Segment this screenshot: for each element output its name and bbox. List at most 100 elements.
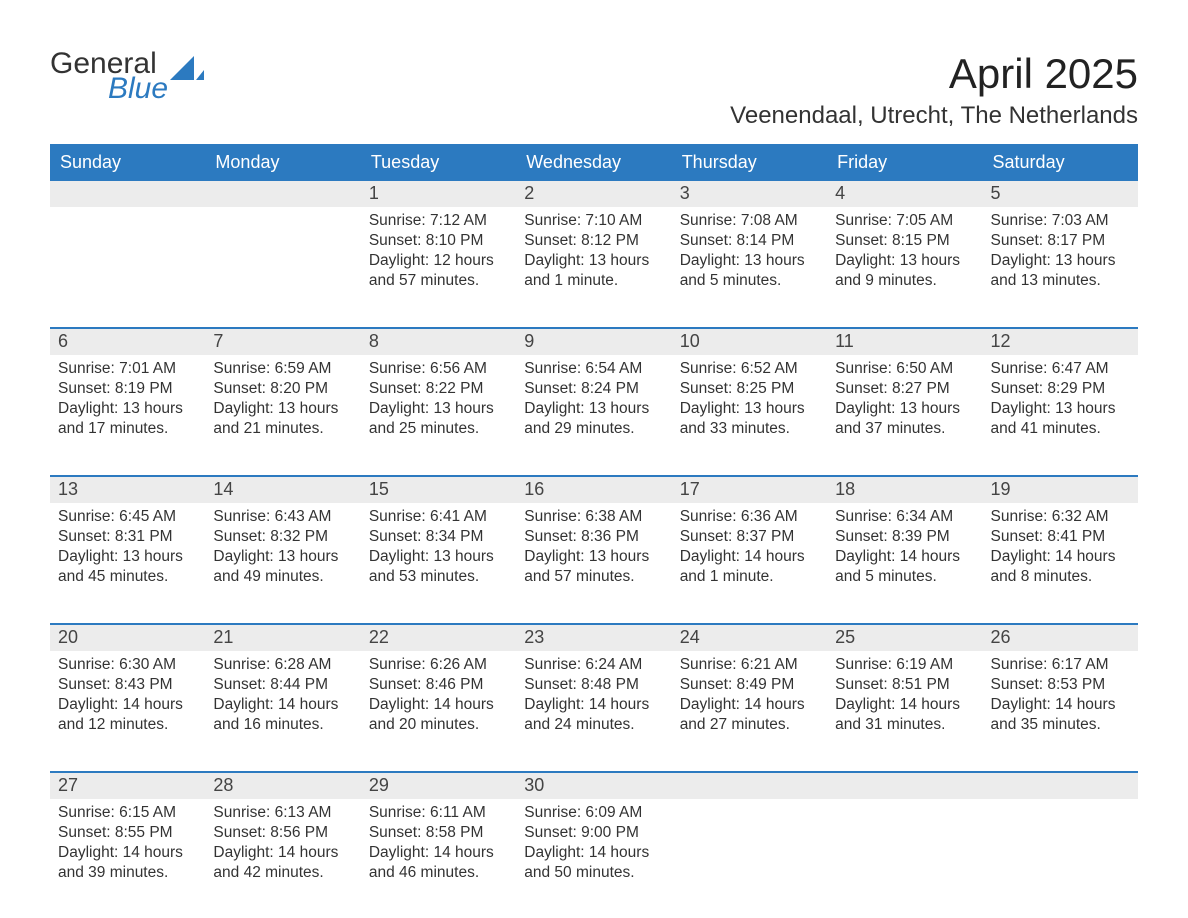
logo: General Blue (50, 50, 204, 103)
cell-daylight1: Daylight: 14 hours (991, 547, 1130, 567)
cell-sunset: Sunset: 8:20 PM (213, 379, 352, 399)
cell-sunrise: Sunrise: 6:43 AM (213, 507, 352, 527)
cell-daylight2: and 25 minutes. (369, 419, 508, 439)
cell-body: Sunrise: 7:05 AMSunset: 8:15 PMDaylight:… (827, 207, 982, 307)
cell-daylight2: and 1 minute. (524, 271, 663, 291)
cell-daylight1: Daylight: 14 hours (835, 547, 974, 567)
cell-sunrise: Sunrise: 6:21 AM (680, 655, 819, 675)
cell-date: 28 (205, 773, 360, 799)
location-subtitle: Veenendaal, Utrecht, The Netherlands (730, 102, 1138, 130)
cell-daylight1: Daylight: 14 hours (524, 695, 663, 715)
cell-sunrise: Sunrise: 6:15 AM (58, 803, 197, 823)
cell-body: Sunrise: 6:13 AMSunset: 8:56 PMDaylight:… (205, 799, 360, 899)
cell-date: 3 (672, 181, 827, 207)
dayhead-thursday: Thursday (672, 144, 827, 181)
cell-daylight1: Daylight: 13 hours (524, 547, 663, 567)
cell-sunset: Sunset: 8:32 PM (213, 527, 352, 547)
cell-daylight1: Daylight: 14 hours (369, 695, 508, 715)
cell-daylight2: and 24 minutes. (524, 715, 663, 735)
cell-date: 25 (827, 625, 982, 651)
calendar-cell: 17Sunrise: 6:36 AMSunset: 8:37 PMDayligh… (672, 477, 827, 603)
cell-daylight1: Daylight: 14 hours (369, 843, 508, 863)
cell-body: Sunrise: 7:08 AMSunset: 8:14 PMDaylight:… (672, 207, 827, 307)
cell-body: Sunrise: 6:50 AMSunset: 8:27 PMDaylight:… (827, 355, 982, 455)
calendar-cell: 26Sunrise: 6:17 AMSunset: 8:53 PMDayligh… (983, 625, 1138, 751)
cell-daylight1: Daylight: 14 hours (213, 695, 352, 715)
cell-sunset: Sunset: 8:43 PM (58, 675, 197, 695)
calendar-cell: 18Sunrise: 6:34 AMSunset: 8:39 PMDayligh… (827, 477, 982, 603)
cell-sunrise: Sunrise: 6:32 AM (991, 507, 1130, 527)
cell-sunrise: Sunrise: 6:56 AM (369, 359, 508, 379)
cell-daylight1: Daylight: 13 hours (213, 399, 352, 419)
cell-body: Sunrise: 6:36 AMSunset: 8:37 PMDaylight:… (672, 503, 827, 603)
cell-date: 10 (672, 329, 827, 355)
cell-daylight2: and 21 minutes. (213, 419, 352, 439)
cell-body: Sunrise: 6:54 AMSunset: 8:24 PMDaylight:… (516, 355, 671, 455)
cell-daylight2: and 12 minutes. (58, 715, 197, 735)
cell-date: 4 (827, 181, 982, 207)
week-row: 27Sunrise: 6:15 AMSunset: 8:55 PMDayligh… (50, 771, 1138, 899)
cell-daylight1: Daylight: 14 hours (835, 695, 974, 715)
cell-sunset: Sunset: 8:44 PM (213, 675, 352, 695)
cell-sunset: Sunset: 8:55 PM (58, 823, 197, 843)
month-title: April 2025 (730, 50, 1138, 98)
cell-sunset: Sunset: 8:51 PM (835, 675, 974, 695)
cell-date: 9 (516, 329, 671, 355)
cell-daylight1: Daylight: 13 hours (58, 399, 197, 419)
cell-daylight1: Daylight: 13 hours (524, 251, 663, 271)
cell-sunset: Sunset: 8:25 PM (680, 379, 819, 399)
cell-daylight2: and 27 minutes. (680, 715, 819, 735)
cell-date: 18 (827, 477, 982, 503)
cell-body: Sunrise: 6:11 AMSunset: 8:58 PMDaylight:… (361, 799, 516, 899)
calendar-cell: 24Sunrise: 6:21 AMSunset: 8:49 PMDayligh… (672, 625, 827, 751)
cell-sunset: Sunset: 8:19 PM (58, 379, 197, 399)
cell-body: Sunrise: 6:21 AMSunset: 8:49 PMDaylight:… (672, 651, 827, 751)
calendar-cell: 7Sunrise: 6:59 AMSunset: 8:20 PMDaylight… (205, 329, 360, 455)
cell-daylight1: Daylight: 14 hours (58, 843, 197, 863)
calendar-cell (827, 773, 982, 899)
calendar-cell: 19Sunrise: 6:32 AMSunset: 8:41 PMDayligh… (983, 477, 1138, 603)
cell-sunset: Sunset: 8:53 PM (991, 675, 1130, 695)
cell-daylight2: and 1 minute. (680, 567, 819, 587)
cell-daylight1: Daylight: 13 hours (58, 547, 197, 567)
calendar-cell: 2Sunrise: 7:10 AMSunset: 8:12 PMDaylight… (516, 181, 671, 307)
cell-body: Sunrise: 6:41 AMSunset: 8:34 PMDaylight:… (361, 503, 516, 603)
cell-sunrise: Sunrise: 6:11 AM (369, 803, 508, 823)
cell-sunrise: Sunrise: 7:10 AM (524, 211, 663, 231)
cell-body: Sunrise: 7:03 AMSunset: 8:17 PMDaylight:… (983, 207, 1138, 307)
calendar-cell (50, 181, 205, 307)
calendar-cell: 16Sunrise: 6:38 AMSunset: 8:36 PMDayligh… (516, 477, 671, 603)
cell-date: 13 (50, 477, 205, 503)
calendar-cell: 15Sunrise: 6:41 AMSunset: 8:34 PMDayligh… (361, 477, 516, 603)
calendar-cell: 9Sunrise: 6:54 AMSunset: 8:24 PMDaylight… (516, 329, 671, 455)
cell-daylight2: and 29 minutes. (524, 419, 663, 439)
cell-daylight1: Daylight: 13 hours (369, 399, 508, 419)
calendar-cell: 4Sunrise: 7:05 AMSunset: 8:15 PMDaylight… (827, 181, 982, 307)
cell-body (983, 799, 1138, 899)
cell-sunset: Sunset: 8:29 PM (991, 379, 1130, 399)
cell-date (50, 181, 205, 207)
cell-sunset: Sunset: 8:41 PM (991, 527, 1130, 547)
cell-body (827, 799, 982, 899)
cell-sunset: Sunset: 8:27 PM (835, 379, 974, 399)
cell-body: Sunrise: 6:09 AMSunset: 9:00 PMDaylight:… (516, 799, 671, 899)
cell-date: 20 (50, 625, 205, 651)
cell-date: 21 (205, 625, 360, 651)
cell-sunrise: Sunrise: 6:09 AM (524, 803, 663, 823)
calendar-cell: 21Sunrise: 6:28 AMSunset: 8:44 PMDayligh… (205, 625, 360, 751)
cell-daylight1: Daylight: 13 hours (991, 251, 1130, 271)
logo-text: General Blue (50, 50, 168, 103)
cell-sunset: Sunset: 8:36 PM (524, 527, 663, 547)
cell-date: 24 (672, 625, 827, 651)
cell-body: Sunrise: 7:12 AMSunset: 8:10 PMDaylight:… (361, 207, 516, 307)
cell-sunset: Sunset: 9:00 PM (524, 823, 663, 843)
cell-date (983, 773, 1138, 799)
cell-date: 23 (516, 625, 671, 651)
cell-body: Sunrise: 6:52 AMSunset: 8:25 PMDaylight:… (672, 355, 827, 455)
cell-sunrise: Sunrise: 6:26 AM (369, 655, 508, 675)
cell-daylight2: and 45 minutes. (58, 567, 197, 587)
calendar-cell: 25Sunrise: 6:19 AMSunset: 8:51 PMDayligh… (827, 625, 982, 751)
cell-sunrise: Sunrise: 6:30 AM (58, 655, 197, 675)
cell-sunrise: Sunrise: 6:52 AM (680, 359, 819, 379)
cell-sunrise: Sunrise: 7:12 AM (369, 211, 508, 231)
